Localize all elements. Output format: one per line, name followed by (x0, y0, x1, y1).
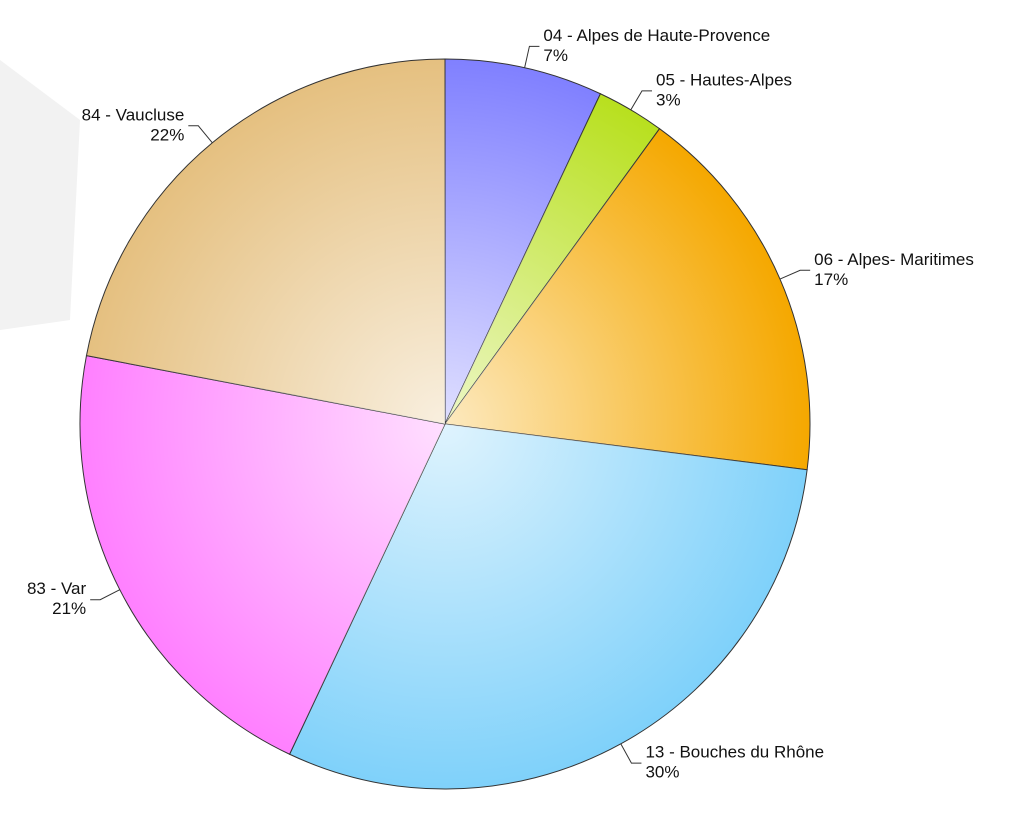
slice-label: 05 - Hautes-Alpes (656, 70, 792, 89)
slice-label: 04 - Alpes de Haute-Provence (543, 26, 770, 45)
slice-value-label: 30% (645, 763, 679, 782)
background-shape (0, 60, 80, 330)
slice-label: 06 - Alpes- Maritimes (814, 250, 974, 269)
slice-value-label: 21% (52, 599, 86, 618)
slice-label: 13 - Bouches du Rhône (645, 743, 824, 762)
slice-value-label: 3% (656, 90, 681, 109)
slice-value-label: 22% (150, 125, 184, 144)
slice-value-label: 7% (543, 46, 568, 65)
slice-shade (445, 59, 601, 424)
leader-line (188, 125, 213, 144)
leader-line (779, 269, 811, 280)
slice-value-label: 17% (814, 270, 848, 289)
slice-shade (79, 355, 445, 755)
slice-shade (289, 424, 808, 790)
leader-line (620, 743, 642, 764)
leader-line (630, 90, 652, 111)
leader-line (90, 589, 121, 601)
slice-shade (445, 128, 810, 470)
leader-line (524, 45, 540, 68)
slice-shade (86, 59, 446, 424)
slice-label: 84 - Vaucluse (82, 105, 185, 124)
slice-shade (445, 93, 660, 424)
slice-label: 83 - Var (27, 579, 87, 598)
